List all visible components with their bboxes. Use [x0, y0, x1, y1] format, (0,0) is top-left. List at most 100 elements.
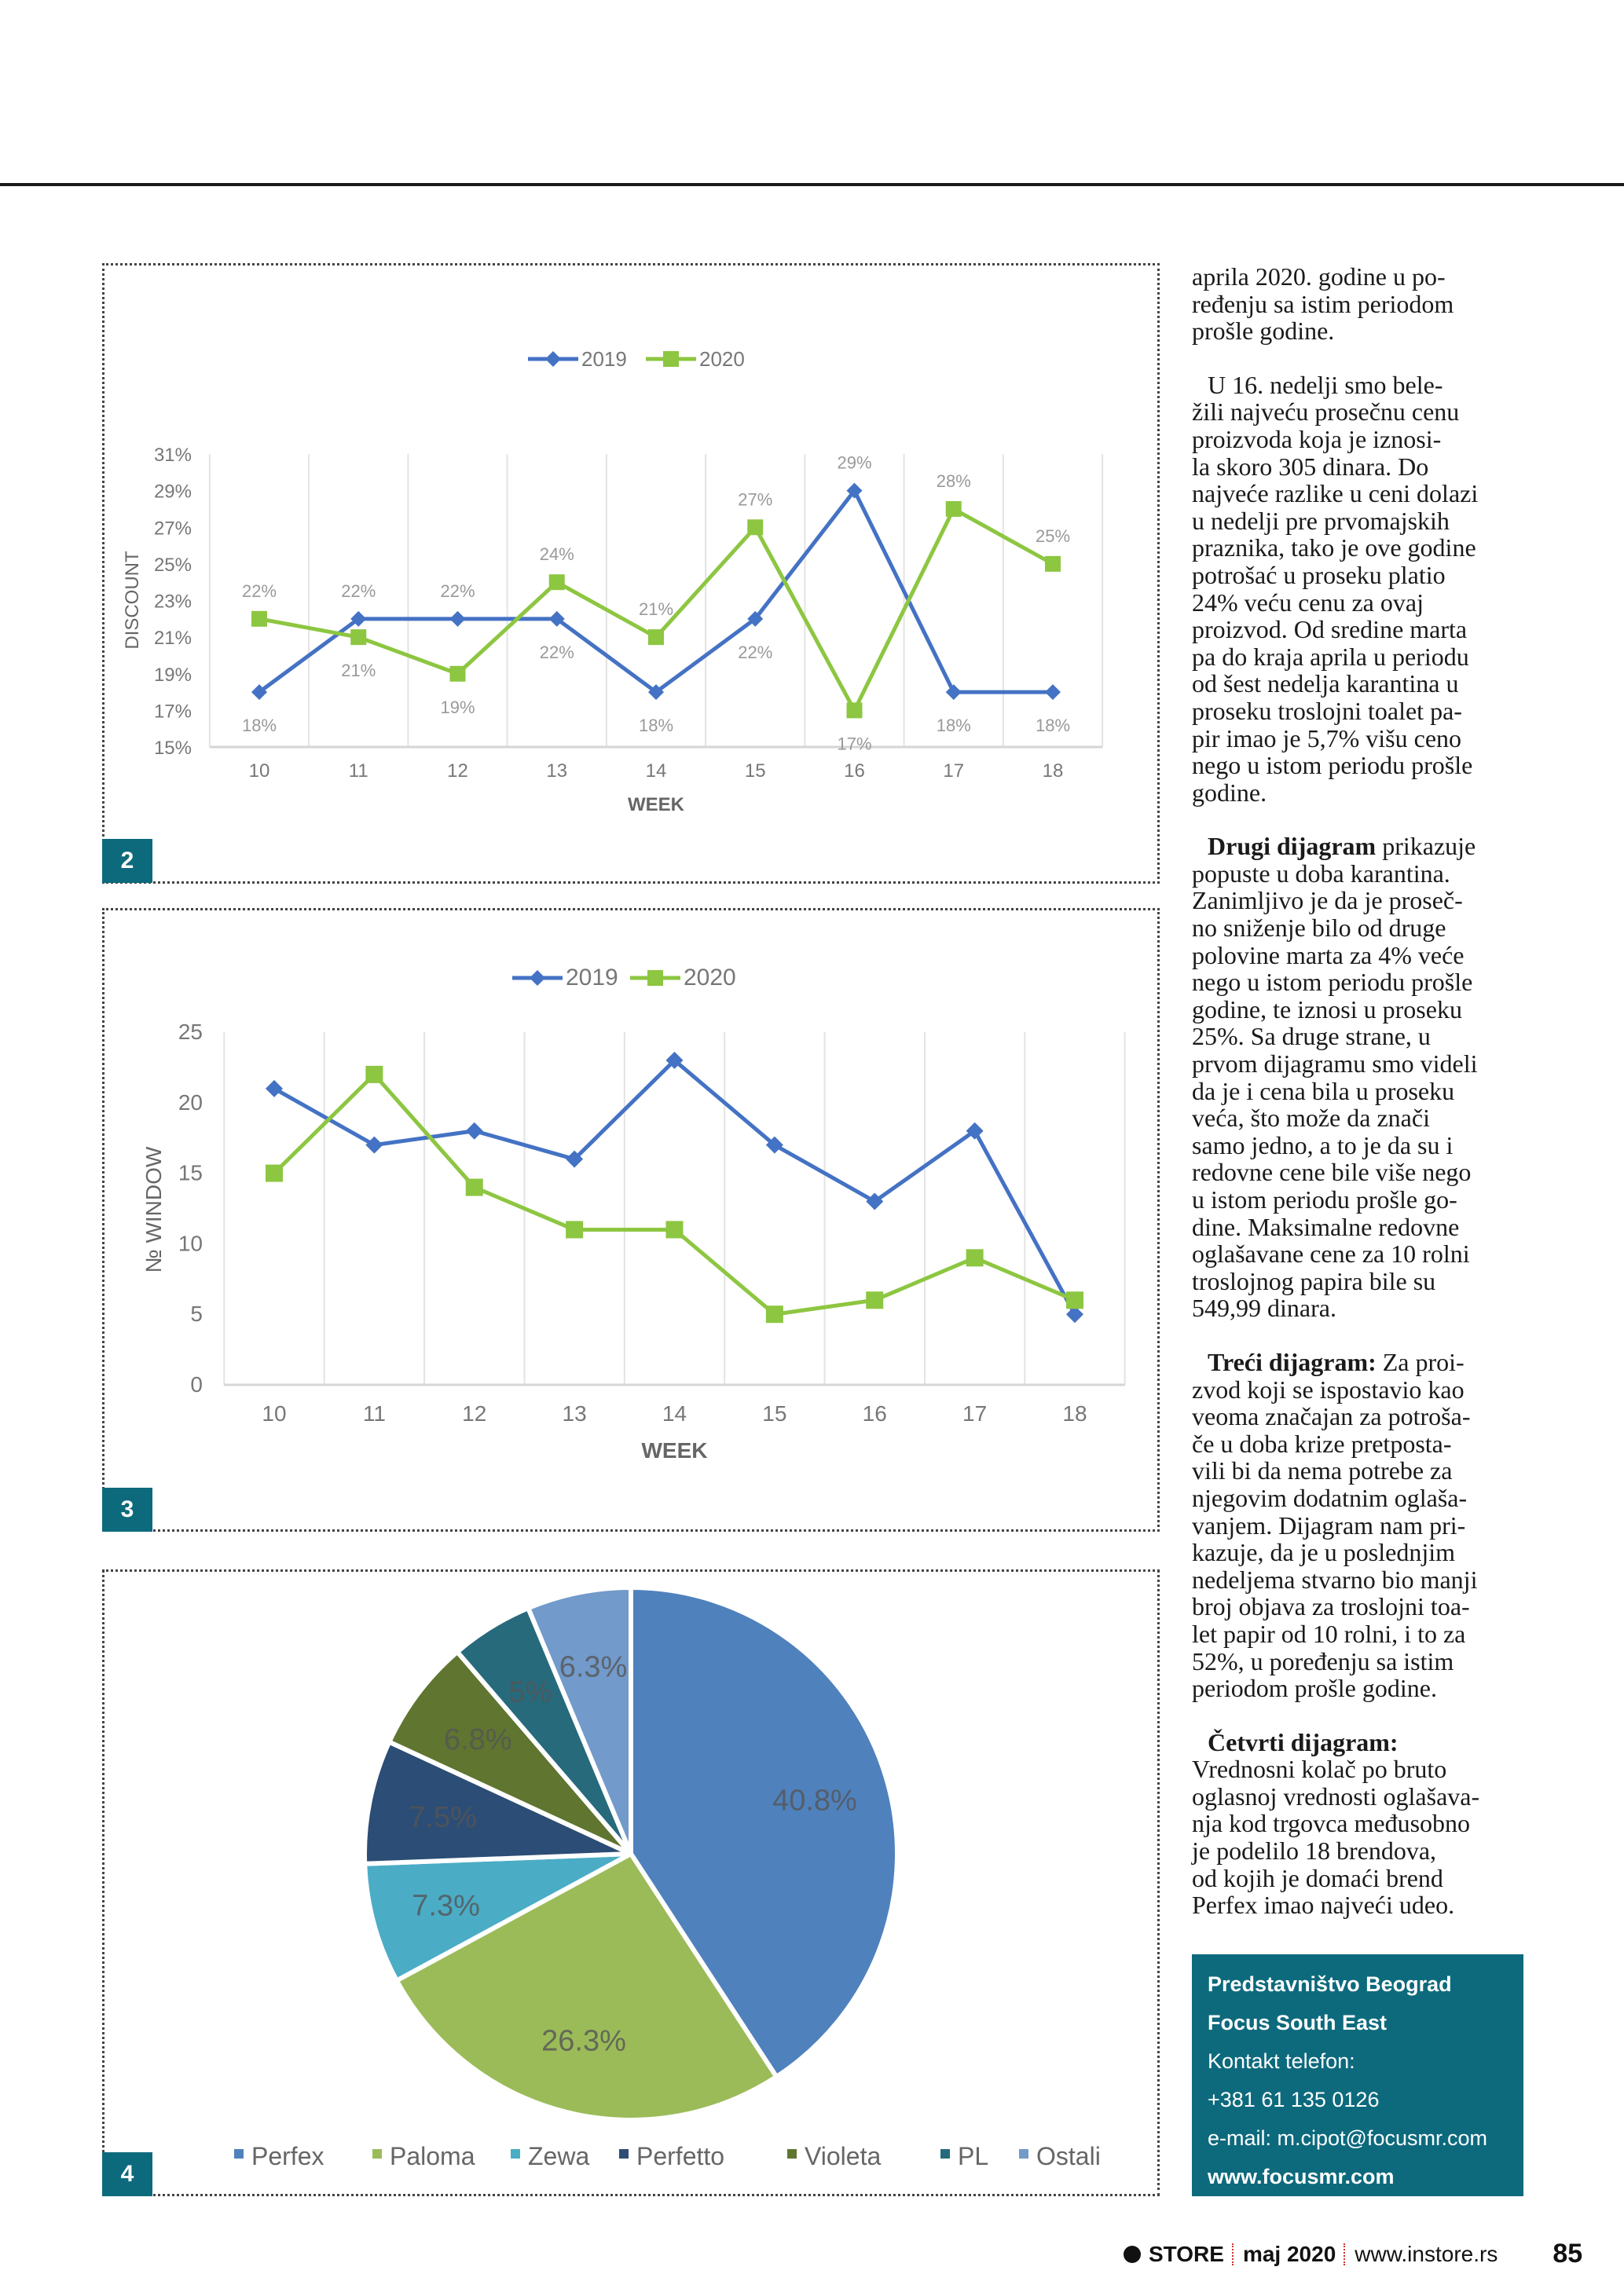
top-rule — [0, 183, 1624, 186]
website-link[interactable]: www.focusmr.com — [1208, 2165, 1395, 2188]
text: ređenju sa istim periodom — [1192, 289, 1454, 318]
x-tick-label: 16 — [863, 1401, 887, 1426]
text-line: od kojih je domaći brend — [1192, 1864, 1530, 1892]
data-point-2020 — [1045, 555, 1061, 572]
chart-2-frame — [102, 263, 1160, 884]
page-footer: STORE maj 2020 www.instore.rs 85 — [1124, 2239, 1582, 2269]
y-tick-label: 20 — [178, 1090, 203, 1115]
data-point-2020 — [365, 1065, 383, 1083]
contact-info-box: Predstavništvo Beograd Focus South East … — [1192, 1954, 1523, 2196]
x-tick-label: 11 — [363, 1401, 386, 1426]
office-title: Predstavništvo Beograd — [1208, 1972, 1452, 1996]
legend-marker — [545, 351, 561, 367]
text-line: žili najveću prosečnu cenu — [1192, 398, 1530, 426]
legend-label: Ostali — [1036, 2142, 1101, 2170]
data-label: 22% — [540, 643, 574, 662]
text: 549,99 dinara. — [1192, 1294, 1336, 1323]
text-line: no sniženje bilo od druge — [1192, 914, 1530, 942]
paragraph: aprila 2020. godine u po-ređenju sa isti… — [1192, 263, 1530, 345]
text: veoma značajan za potroša- — [1192, 1402, 1471, 1431]
chart-badge-2: 2 — [102, 839, 152, 883]
text: od šest nedelja karantina u — [1192, 669, 1459, 698]
text: troslojnog papira bile su — [1192, 1266, 1436, 1295]
y-tick-label: 21% — [154, 628, 192, 649]
text: broj objava za troslojni toa- — [1192, 1592, 1470, 1621]
text: dine. Maksimalne redovne — [1192, 1212, 1460, 1241]
data-point-2020 — [566, 1221, 584, 1239]
x-tick-label: 16 — [844, 760, 865, 782]
chart-badge-3: 3 — [102, 1488, 152, 1532]
text-line: oglašavane cene za 10 rolni — [1192, 1240, 1530, 1268]
y-tick-label: 25 — [178, 1020, 203, 1044]
chart-4-frame — [102, 1569, 1160, 2196]
text: oglasnoj vrednosti oglašava- — [1192, 1782, 1480, 1811]
text-line: pa do kraja aprila u periodu — [1192, 643, 1530, 671]
data-label: 22% — [242, 581, 277, 601]
data-point-2019 — [1066, 1305, 1083, 1324]
text-line: oglasnoj vrednosti oglašava- — [1192, 1783, 1530, 1811]
text-line: je podelilo 18 brendova, — [1192, 1837, 1530, 1865]
text-line: u nedelji pre prvomajskih — [1192, 507, 1530, 535]
text-line: godine. — [1192, 778, 1530, 807]
text: nja kod trgovca međusobno — [1192, 1809, 1471, 1838]
y-tick-label: 17% — [154, 701, 192, 722]
text: aprila 2020. godine u po- — [1192, 262, 1446, 291]
text-line: U 16. nedelji smo bele- — [1192, 371, 1530, 399]
text: zvod koji se ispostavio kao — [1192, 1375, 1465, 1404]
data-label: 18% — [639, 716, 673, 735]
text-line: troslojnog papira bile su — [1192, 1266, 1530, 1295]
text: Za proi- — [1376, 1347, 1465, 1376]
phone-number: +381 61 135 0126 — [1208, 2088, 1380, 2111]
divider — [1344, 2243, 1347, 2265]
legend-swatch-perfetto — [619, 2149, 629, 2159]
text-line: vili bi da nema potrebe za — [1192, 1457, 1530, 1485]
data-point-2020 — [747, 519, 764, 536]
text: nedeljema stvarno bio manji — [1192, 1565, 1478, 1594]
data-label: 21% — [639, 599, 673, 619]
y-tick-label: 15% — [154, 738, 192, 759]
text: pir imao je 5,7% višu ceno — [1192, 723, 1462, 753]
x-tick-label: 18 — [1062, 1401, 1087, 1426]
text: Vrednosni kolač po bruto — [1192, 1755, 1447, 1784]
y-tick-label: 29% — [154, 482, 192, 503]
footer-issue: maj 2020 — [1242, 2241, 1336, 2266]
text-line: kazuje, da je u poslednjim — [1192, 1539, 1530, 1566]
data-point-2020 — [251, 610, 267, 627]
legend-label: Zewa — [528, 2142, 589, 2170]
text: u istom periodu prošle go- — [1192, 1185, 1457, 1214]
text-line: da je i cena bila u proseku — [1192, 1076, 1530, 1105]
legend-label: Violeta — [805, 2142, 881, 2170]
text: nego u istom periodu prošle — [1192, 968, 1473, 997]
data-point-2020 — [548, 574, 565, 591]
text-line: la skoro 305 dinara. Do — [1192, 452, 1530, 481]
pie-label: 6.8% — [444, 1723, 512, 1756]
data-point-2019 — [945, 684, 962, 701]
data-point-2019 — [350, 610, 367, 627]
footer-logo: STORE — [1149, 2241, 1224, 2266]
x-tick-label: 15 — [745, 760, 766, 782]
data-label: 27% — [738, 489, 772, 509]
text: da je i cena bila u proseku — [1192, 1076, 1455, 1105]
y-tick-label: 25% — [154, 555, 192, 576]
x-tick-label: 15 — [762, 1401, 786, 1426]
text-line: proizvod. Od sredine marta — [1192, 616, 1530, 643]
footer-url[interactable]: www.instore.rs — [1355, 2241, 1498, 2266]
email: e-mail: m.cipot@focusmr.com — [1208, 2126, 1487, 2150]
text-line: proizvoda koja je iznosi- — [1192, 426, 1530, 453]
text-line: Četvrti dijagram: — [1192, 1728, 1530, 1756]
pie-label: 7.5% — [409, 1801, 477, 1834]
data-label: 22% — [440, 581, 475, 601]
text: redovne cene bile više nego — [1192, 1158, 1472, 1187]
text-line: Perfex imao najveći udeo. — [1192, 1891, 1530, 1919]
y-axis-title: № WINDOW — [141, 1146, 166, 1273]
paragraph: U 16. nedelji smo bele-žili najveću pros… — [1192, 371, 1530, 807]
text: godine, te iznosi u proseku — [1192, 994, 1462, 1023]
data-label: 22% — [738, 643, 772, 662]
text-line: dine. Maksimalne redovne — [1192, 1212, 1530, 1241]
text-line: u istom periodu prošle go- — [1192, 1186, 1530, 1214]
text-line: prvom dijagramu smo videli — [1192, 1050, 1530, 1078]
text: pa do kraja aprila u periodu — [1192, 642, 1469, 671]
legend-label: PL — [958, 2142, 988, 2170]
text-line: 24% veću cenu za ovaj — [1192, 588, 1530, 617]
text: periodom prošle godine. — [1192, 1674, 1437, 1703]
